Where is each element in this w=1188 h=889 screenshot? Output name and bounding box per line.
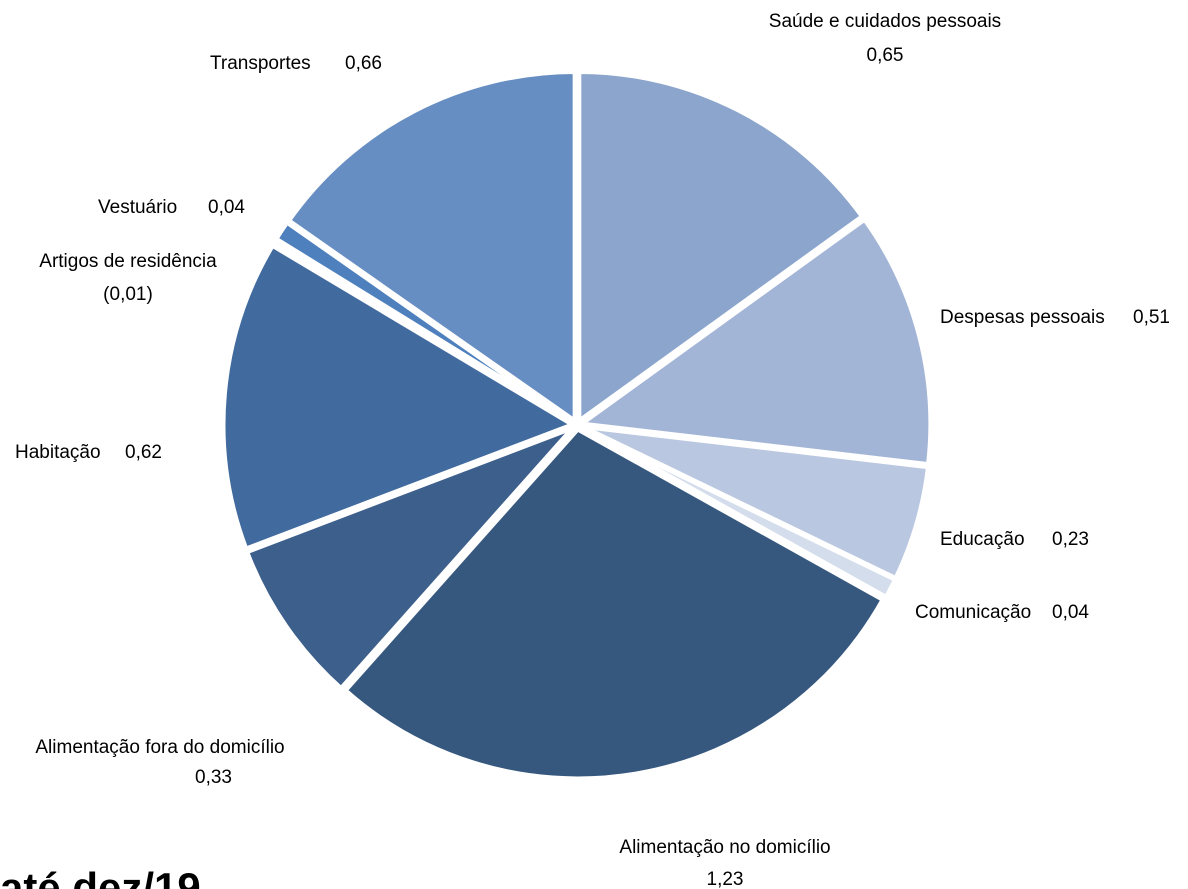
value-label: 0,51 — [1133, 307, 1170, 328]
value-label: 0,65 — [867, 45, 904, 66]
value-label: 0,04 — [1052, 602, 1089, 623]
slice-label: Despesas pessoais — [940, 307, 1105, 328]
pie-slice — [220, 241, 579, 553]
slice-label: Alimentação fora do domicílio — [35, 737, 284, 758]
value-label: 0,23 — [1052, 529, 1089, 550]
value-label: (0,01) — [103, 284, 153, 305]
pie-slice — [341, 425, 887, 782]
value-label: 0,62 — [125, 442, 162, 463]
footnote: até dez/19 — [0, 864, 201, 889]
pie-slice — [243, 424, 576, 693]
value-label: 0,66 — [345, 53, 382, 74]
pie-slice — [576, 68, 867, 427]
slice-label: Vestuário — [98, 197, 177, 218]
slice-label: Artigos de residência — [39, 251, 217, 272]
pie-slice — [579, 424, 899, 601]
pie-slice — [284, 68, 578, 427]
value-label: 0,04 — [208, 197, 245, 218]
slice-label: Alimentação no domicílio — [619, 837, 830, 858]
pie-slice — [574, 215, 934, 468]
slice-label: Habitação — [15, 442, 101, 463]
slice-label: Comunicação — [915, 602, 1031, 623]
slice-label: Educação — [940, 529, 1025, 550]
slice-label: Transportes — [210, 53, 311, 74]
slice-label: Saúde e cuidados pessoais — [769, 11, 1001, 32]
value-label: 1,23 — [707, 869, 744, 889]
value-label: 0,33 — [195, 767, 232, 788]
